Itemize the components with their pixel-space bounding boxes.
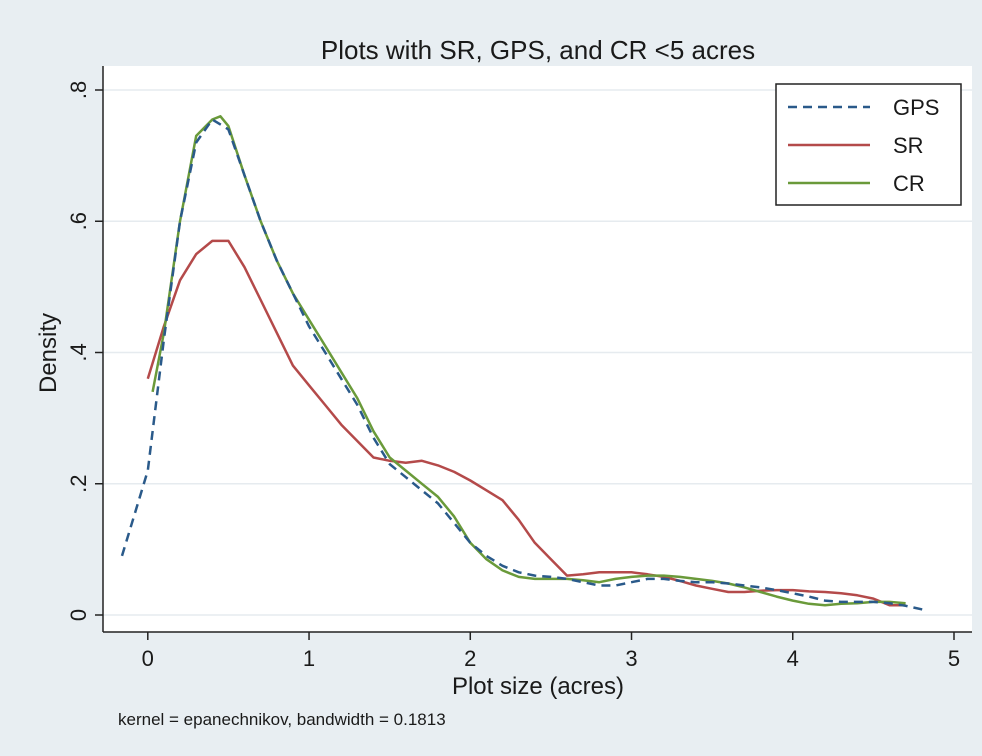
x-axis-ticks: 0 1 2 3 4 5 (142, 632, 960, 671)
y-tick-label-3: .6 (66, 212, 91, 230)
series-lines (120, 115, 927, 612)
y-axis-ticks: 0 .2 .4 .6 .8 (66, 81, 103, 621)
chart-title: Plots with SR, GPS, and CR <5 acres (321, 35, 755, 65)
x-tick-label-4: 4 (787, 646, 799, 671)
y-tick-label-2: .4 (66, 343, 91, 361)
kernel-note: kernel = epanechnikov, bandwidth = 0.181… (118, 710, 446, 729)
legend: GPS SR CR (775, 83, 962, 206)
y-tick-label-0: 0 (66, 609, 91, 621)
series-line-cr (151, 115, 906, 607)
x-tick-label-0: 0 (142, 646, 154, 671)
legend-label-gps: GPS (893, 95, 939, 120)
y-tick-label-1: .2 (66, 475, 91, 493)
legend-label-cr: CR (893, 171, 925, 196)
series-line-gps (120, 118, 927, 612)
x-tick-label-3: 3 (625, 646, 637, 671)
x-axis-label: Plot size (acres) (452, 673, 624, 700)
x-tick-label-1: 1 (303, 646, 315, 671)
series-line-sr (146, 239, 906, 607)
y-tick-label-4: .8 (66, 81, 91, 99)
x-tick-label-5: 5 (948, 646, 960, 671)
legend-label-sr: SR (893, 133, 924, 158)
x-tick-label-2: 2 (464, 646, 476, 671)
y-axis-label: Density (35, 313, 62, 393)
